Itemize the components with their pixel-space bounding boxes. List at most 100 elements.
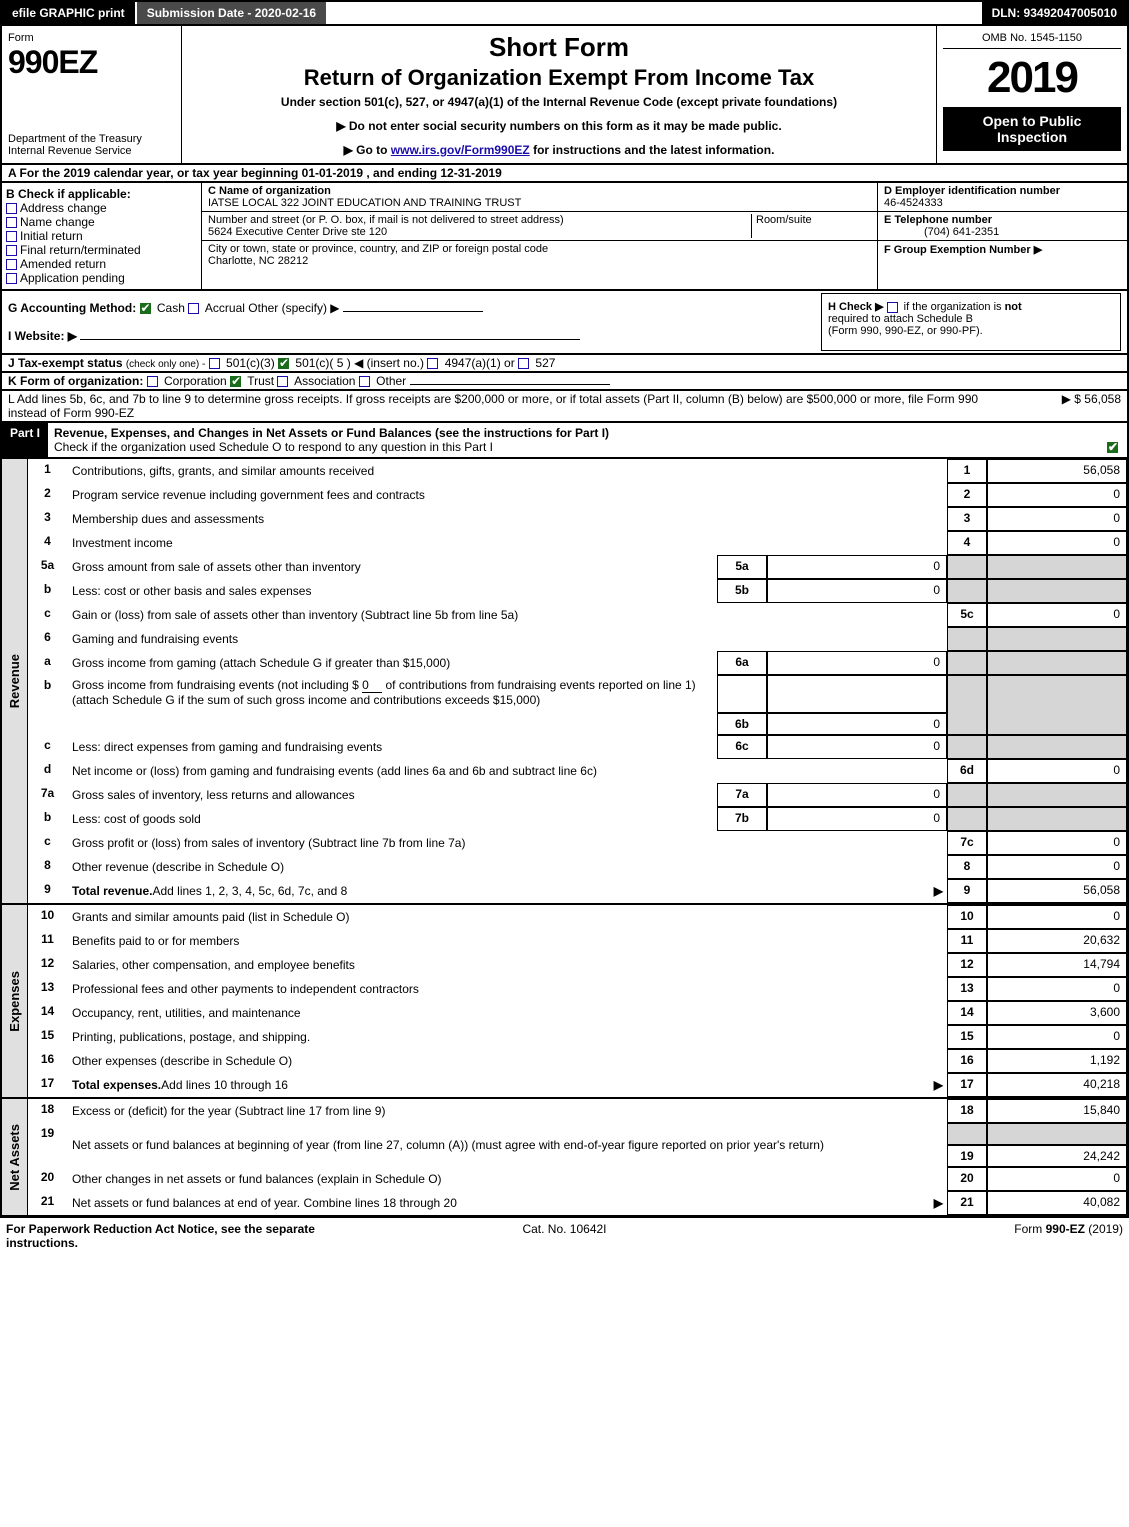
value-19: 24,242 bbox=[987, 1145, 1127, 1167]
j-o1: 501(c)(3) bbox=[226, 356, 275, 370]
section-bcd: B Check if applicable: Address change Na… bbox=[0, 183, 1129, 291]
dept-irs: Internal Revenue Service bbox=[8, 145, 175, 157]
line-21: 21Net assets or fund balances at end of … bbox=[28, 1191, 1127, 1215]
header-left: Form 990EZ Department of the Treasury In… bbox=[2, 26, 182, 163]
form-number: 990EZ bbox=[8, 44, 175, 81]
line-j: J Tax-exempt status (check only one) - 5… bbox=[0, 355, 1129, 373]
line-17: 17Total expenses. Add lines 10 through 1… bbox=[28, 1073, 1127, 1097]
check-trust[interactable] bbox=[230, 376, 241, 387]
dept-treasury: Department of the Treasury bbox=[8, 133, 175, 145]
subtitle: Under section 501(c), 527, or 4947(a)(1)… bbox=[188, 95, 930, 109]
line-7a: 7aGross sales of inventory, less returns… bbox=[28, 783, 1127, 807]
check-address-change[interactable]: Address change bbox=[6, 201, 197, 215]
k-o3: Association bbox=[294, 374, 355, 388]
revenue-section: Revenue 1Contributions, gifts, grants, a… bbox=[0, 459, 1129, 905]
line-5a: 5aGross amount from sale of assets other… bbox=[28, 555, 1127, 579]
check-4947[interactable] bbox=[427, 358, 438, 369]
check-association[interactable] bbox=[277, 376, 288, 387]
check-cash[interactable] bbox=[140, 303, 151, 314]
j-sub: (check only one) - bbox=[126, 359, 205, 370]
phone-value: (704) 641-2351 bbox=[884, 226, 999, 238]
h-text1: H Check ▶ bbox=[828, 301, 884, 313]
part1-check-text: Check if the organization used Schedule … bbox=[54, 440, 493, 454]
check-527[interactable] bbox=[518, 358, 529, 369]
check-application-pending[interactable]: Application pending bbox=[6, 271, 197, 285]
arrow-icon: ▶ bbox=[934, 1196, 943, 1210]
h-text2: if the organization is bbox=[904, 301, 1005, 313]
value-5a: 0 bbox=[767, 555, 947, 579]
topbar: efile GRAPHIC print Submission Date - 20… bbox=[0, 0, 1129, 26]
line-11: 11Benefits paid to or for members1120,63… bbox=[28, 929, 1127, 953]
check-501c3[interactable] bbox=[209, 358, 220, 369]
note2-post: for instructions and the latest informat… bbox=[530, 143, 775, 157]
line-g: G Accounting Method: Cash Accrual Other … bbox=[8, 293, 821, 351]
part1-title-text: Revenue, Expenses, and Changes in Net As… bbox=[54, 426, 609, 440]
line-3: 3Membership dues and assessments30 bbox=[28, 507, 1127, 531]
check-501c[interactable] bbox=[278, 358, 289, 369]
g-label: G Accounting Method: bbox=[8, 301, 136, 315]
line-2: 2Program service revenue including gover… bbox=[28, 483, 1127, 507]
value-11: 20,632 bbox=[987, 929, 1127, 953]
j-o4: 527 bbox=[535, 356, 555, 370]
sidebar-netassets: Net Assets bbox=[2, 1099, 28, 1215]
line-6b: bGross income from fundraising events (n… bbox=[28, 675, 1127, 735]
line-7b: bLess: cost of goods sold7b0 bbox=[28, 807, 1127, 831]
line-8: 8Other revenue (describe in Schedule O)8… bbox=[28, 855, 1127, 879]
line-l: L Add lines 5b, 6c, and 7b to line 9 to … bbox=[0, 391, 1129, 423]
check-initial-return[interactable]: Initial return bbox=[6, 229, 197, 243]
check-other-org[interactable] bbox=[359, 376, 370, 387]
value-15: 0 bbox=[987, 1025, 1127, 1049]
c-label: C Name of organization bbox=[208, 185, 331, 197]
inspect-line1: Open to Public bbox=[949, 113, 1115, 129]
line-5b: bLess: cost or other basis and sales exp… bbox=[28, 579, 1127, 603]
6b-amount: 0 bbox=[362, 678, 382, 693]
sidebar-netassets-label: Net Assets bbox=[7, 1124, 22, 1191]
value-8: 0 bbox=[987, 855, 1127, 879]
tax-year: 2019 bbox=[943, 53, 1121, 103]
arrow-icon: ▶ bbox=[934, 884, 943, 898]
cell-org-name: C Name of organization IATSE LOCAL 322 J… bbox=[202, 183, 877, 212]
netassets-section: Net Assets 18Excess or (deficit) for the… bbox=[0, 1099, 1129, 1217]
value-5c: 0 bbox=[987, 603, 1127, 627]
line-18: 18Excess or (deficit) for the year (Subt… bbox=[28, 1099, 1127, 1123]
value-14: 3,600 bbox=[987, 1001, 1127, 1025]
l-text: L Add lines 5b, 6c, and 7b to line 9 to … bbox=[8, 392, 1001, 420]
value-4: 0 bbox=[987, 531, 1127, 555]
check-corporation[interactable] bbox=[147, 376, 158, 387]
check-final-return[interactable]: Final return/terminated bbox=[6, 243, 197, 257]
efile-button[interactable]: efile GRAPHIC print bbox=[2, 2, 137, 24]
footer-mid: Cat. No. 10642I bbox=[378, 1222, 750, 1250]
street-address: 5624 Executive Center Drive ste 120 bbox=[208, 226, 387, 238]
check-schedule-o[interactable] bbox=[1107, 442, 1118, 453]
check-schedule-b[interactable] bbox=[887, 302, 898, 313]
value-6a: 0 bbox=[767, 651, 947, 675]
line-6: 6Gaming and fundraising events bbox=[28, 627, 1127, 651]
k-o2: Trust bbox=[247, 374, 274, 388]
line-10: 10Grants and similar amounts paid (list … bbox=[28, 905, 1127, 929]
d-label: D Employer identification number bbox=[884, 185, 1060, 197]
footer-right: Form 990-EZ (2019) bbox=[751, 1222, 1123, 1250]
cell-phone: E Telephone number (704) 641-2351 bbox=[878, 212, 1127, 241]
note-ssn: ▶ Do not enter social security numbers o… bbox=[188, 119, 930, 133]
dln-label: DLN: 93492047005010 bbox=[982, 2, 1127, 24]
note-website: ▶ Go to www.irs.gov/Form990EZ for instru… bbox=[188, 143, 930, 157]
note2-pre: ▶ Go to bbox=[344, 143, 391, 157]
cell-city: City or town, state or province, country… bbox=[202, 241, 877, 269]
value-21: 40,082 bbox=[987, 1191, 1127, 1215]
f-label: F Group Exemption Number ▶ bbox=[884, 244, 1042, 256]
check-accrual[interactable] bbox=[188, 303, 199, 314]
line-20: 20Other changes in net assets or fund ba… bbox=[28, 1167, 1127, 1191]
line-6c: cLess: direct expenses from gaming and f… bbox=[28, 735, 1127, 759]
value-6b: 0 bbox=[767, 713, 947, 735]
irs-link[interactable]: www.irs.gov/Form990EZ bbox=[391, 143, 530, 157]
cell-ein: D Employer identification number 46-4524… bbox=[878, 183, 1127, 212]
sidebar-expenses: Expenses bbox=[2, 905, 28, 1097]
check-name-change[interactable]: Name change bbox=[6, 215, 197, 229]
title-return: Return of Organization Exempt From Incom… bbox=[188, 65, 930, 91]
check-amended-return[interactable]: Amended return bbox=[6, 257, 197, 271]
sidebar-revenue: Revenue bbox=[2, 459, 28, 903]
arrow-icon: ▶ bbox=[934, 1078, 943, 1092]
line-a-period: A For the 2019 calendar year, or tax yea… bbox=[0, 165, 1129, 183]
j-o2: 501(c)( 5 ) ◀ (insert no.) bbox=[295, 356, 424, 370]
line-k: K Form of organization: Corporation Trus… bbox=[0, 373, 1129, 391]
